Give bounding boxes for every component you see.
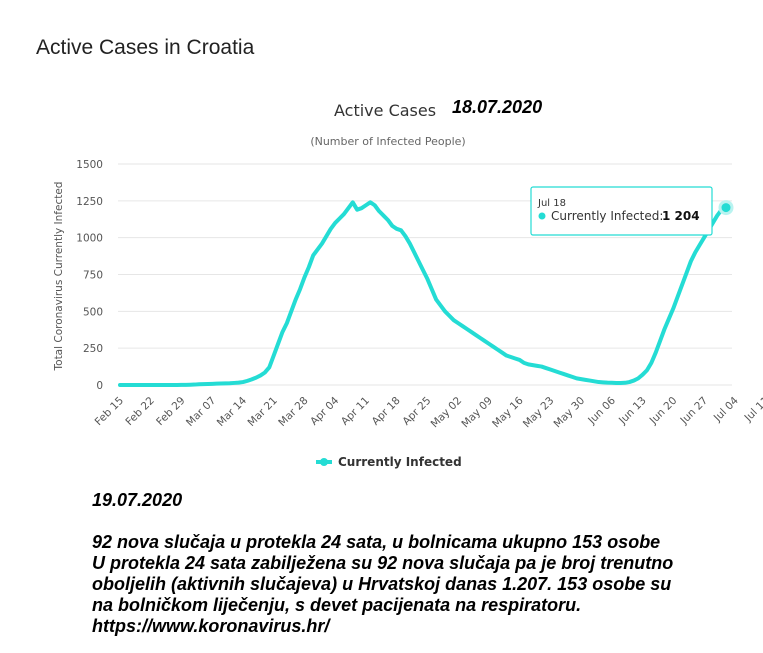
- x-tick-label: Apr 04: [308, 394, 341, 427]
- x-tick-label: Apr 18: [370, 395, 403, 428]
- y-tick-label: 0: [96, 380, 103, 392]
- x-tick-label: Feb 29: [154, 395, 187, 428]
- y-tick-label: 1250: [76, 196, 103, 208]
- x-tick-label: Jun 13: [616, 395, 649, 428]
- x-tick-label: May 02: [429, 395, 465, 431]
- x-tick-label: May 16: [490, 394, 526, 430]
- x-tick-label: May 09: [459, 395, 495, 431]
- tooltip-value: 1 204: [662, 209, 700, 223]
- page-title: Active Cases in Croatia: [36, 36, 255, 59]
- x-tick-label: Mar 28: [276, 395, 310, 429]
- x-tick-label: May 23: [521, 395, 557, 431]
- x-tick-label: Mar 14: [215, 394, 250, 429]
- news-line: na bolničkom liječenju, s devet pacijena…: [92, 595, 582, 615]
- news-line: oboljelih (aktivnih slučajeva) u Hrvatsk…: [92, 574, 672, 594]
- tooltip-date: Jul 18: [537, 198, 566, 209]
- x-tick-label: Jul 04: [711, 394, 741, 424]
- tooltip-box: [530, 186, 713, 236]
- y-tick-label: 1000: [76, 233, 103, 245]
- x-tick-label: Apr 11: [339, 395, 372, 428]
- chart-subtitle: (Number of Infected People): [310, 135, 465, 148]
- x-tick-label: Mar 21: [246, 395, 280, 429]
- x-tick-label: Feb 15: [93, 395, 126, 428]
- chart-title-date: 18.07.2020: [452, 97, 542, 117]
- y-tick-label: 500: [83, 306, 103, 318]
- news-date: 19.07.2020: [92, 490, 183, 510]
- x-tick-label: Mar 07: [184, 395, 218, 429]
- y-tick-label: 750: [83, 270, 103, 282]
- legend[interactable]: Currently Infected: [316, 455, 462, 469]
- y-tick-labels: 0 250 500 750 1000 1250 1500: [76, 159, 103, 392]
- tooltip: Jul 18 Currently Infected: 1 204: [530, 186, 713, 236]
- x-tick-label: May 30: [552, 395, 588, 431]
- series-line-currently-infected: [118, 200, 728, 387]
- active-cases-chart: Active Cases 18.07.2020 (Number of Infec…: [53, 97, 763, 469]
- tooltip-series-marker: [538, 212, 546, 220]
- y-tick-label: 1500: [76, 159, 103, 171]
- news-line: U protekla 24 sata zabilježena su 92 nov…: [92, 553, 674, 573]
- series-point-jul-18[interactable]: [718, 200, 734, 216]
- news-block: 19.07.2020 92 nova slučaja u protekla 24…: [92, 490, 752, 637]
- news-source-link[interactable]: https://www.koronavirus.hr/: [92, 616, 330, 636]
- x-tick-label: Jun 06: [585, 394, 618, 427]
- x-tick-label: Jul 11: [742, 395, 763, 425]
- x-tick-label: Feb 22: [123, 395, 156, 428]
- x-tick-label: Jun 20: [647, 395, 680, 428]
- legend-label: Currently Infected: [338, 455, 462, 469]
- chart-title: Active Cases: [334, 101, 436, 120]
- news-headline: 92 nova slučaja u protekla 24 sata, u bo…: [92, 532, 661, 552]
- x-tick-label: Jun 27: [678, 395, 711, 428]
- y-axis-label: Total Coronavirus Currently Infected: [53, 182, 65, 372]
- y-tick-label: 250: [83, 343, 103, 355]
- legend-marker-icon: [320, 458, 328, 466]
- tooltip-label: Currently Infected:: [551, 209, 663, 223]
